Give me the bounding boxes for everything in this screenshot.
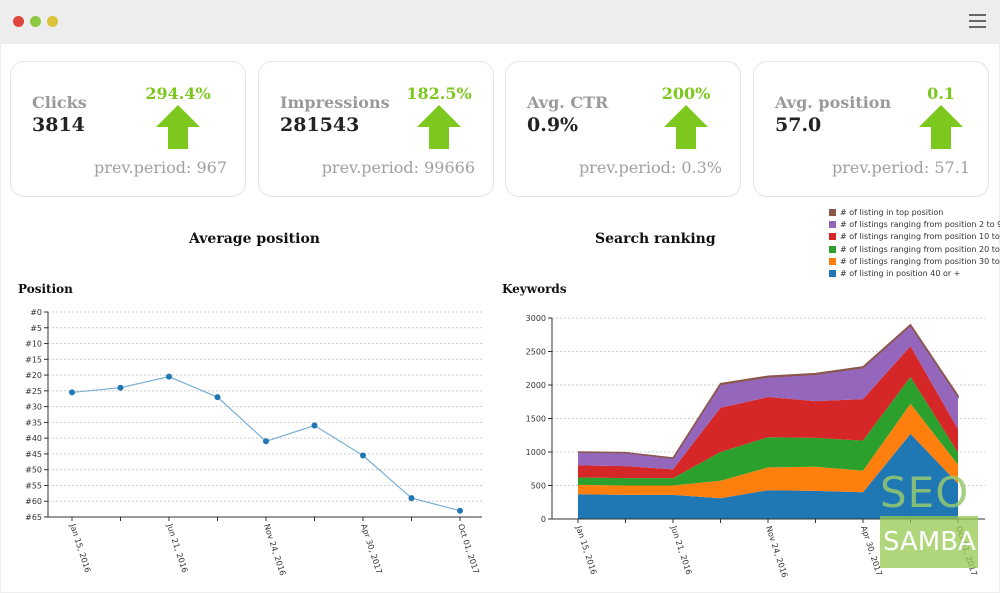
data-point (457, 507, 463, 514)
kpi-card-avg-position: Avg. position 57.0 0.1 prev.period: 57.1 (753, 61, 989, 197)
data-point (166, 373, 172, 380)
kpi-card-clicks: Clicks 3814 294.4% prev.period: 967 (10, 61, 246, 197)
data-point (117, 384, 124, 391)
kpi-change: 200% (661, 84, 711, 103)
y-tick-label: #25 (25, 387, 42, 396)
y-tick-label: 3000 (526, 314, 546, 323)
kpi-card-ctr: Avg. CTR 0.9% 200% prev.period: 0.3% (505, 61, 741, 197)
legend-label: # of listing in position 40 or + (840, 268, 961, 278)
y-tick-label: #20 (25, 371, 42, 380)
kpi-change: 182.5% (406, 84, 472, 103)
y-tick-label: #60 (25, 497, 42, 506)
y-tick-label: #45 (25, 450, 42, 459)
window-titlebar (0, 0, 1000, 44)
kpi-prev-period: prev.period: 0.3% (578, 158, 722, 177)
y-tick-label: #10 (25, 340, 42, 349)
arrow-up-icon (417, 105, 461, 149)
x-tick-label: Nov 24, 2016 (764, 525, 789, 579)
chart-title-search-ranking: Search ranking (595, 231, 716, 247)
area-series-2 (578, 376, 958, 486)
kpi-value: 281543 (280, 114, 360, 136)
kpi-card-impressions: Impressions 281543 182.5% prev.period: 9… (258, 61, 494, 197)
arrow-up-icon (919, 105, 963, 149)
y-axis-title-position: Position (18, 282, 73, 296)
average-position-line-chart: #0 #5 #10 #15 #20 #25 #30 #35 #40 #45 #50 #55 #60 #65… (25, 308, 482, 577)
data-point (263, 438, 269, 445)
y-tick-label: 2500 (526, 348, 546, 357)
y-tick-label: 1000 (526, 448, 546, 457)
legend-label: # of listing in top position (840, 208, 944, 217)
y-tick-label: #40 (25, 434, 42, 443)
chart-title-average-position: Average position (189, 231, 320, 247)
kpi-prev-period: prev.period: 57.1 (831, 158, 970, 177)
area-series-3 (578, 346, 958, 479)
kpi-value: 3814 (32, 114, 85, 136)
legend-swatch (829, 269, 836, 277)
y-tick-label: #65 (25, 513, 42, 522)
legend-item[interactable]: # of listings ranging from position 20 t… (829, 244, 1000, 256)
data-point (408, 495, 415, 502)
legend-item[interactable]: # of listings ranging from position 10 t… (829, 231, 1000, 243)
legend-item[interactable]: # of listing in top position (829, 207, 1000, 219)
legend-swatch (829, 257, 836, 265)
area-series-5 (577, 323, 959, 459)
arrow-up-icon (156, 105, 200, 149)
area-series-0 (578, 433, 958, 519)
x-tick-label: Apr 30, 2017 (359, 523, 384, 575)
x-tick-label: Jun 21, 2016 (669, 524, 694, 576)
minimize-window-button[interactable] (30, 16, 41, 27)
y-tick-label: #55 (25, 481, 42, 490)
x-tick-label: Oct 01, 2017 (456, 523, 481, 575)
kpi-change: 0.1 (927, 84, 955, 103)
kpi-label: Clicks (32, 93, 87, 112)
maximize-window-button[interactable] (47, 16, 58, 27)
close-window-button[interactable] (13, 16, 24, 27)
kpi-label: Avg. position (775, 93, 892, 112)
legend-label: # of listings ranging from position 20 t… (840, 244, 1000, 254)
x-tick-label: Jan 15, 2016 (574, 524, 598, 576)
legend-item[interactable]: # of listings ranging from position 30 t… (829, 256, 1000, 268)
y-tick-label: 1500 (526, 415, 546, 424)
area-series-1 (578, 403, 958, 499)
y-tick-label: #15 (25, 355, 42, 364)
data-point (311, 422, 318, 429)
y-axis-title-keywords: Keywords (502, 282, 567, 296)
legend-item[interactable]: # of listing in position 40 or + (829, 268, 1000, 280)
data-point (69, 389, 75, 396)
y-tick-label: 2000 (526, 381, 546, 390)
y-tick-label: 0 (541, 515, 546, 524)
y-tick-label: #5 (30, 324, 42, 333)
legend-swatch (829, 221, 836, 229)
watermark-seo-text: SEO (880, 468, 970, 517)
legend-label: # of listings ranging from position 2 to… (840, 220, 1000, 230)
hamburger-icon[interactable] (969, 14, 986, 29)
y-tick-label: #35 (25, 418, 42, 427)
x-tick-label: Jan 15, 2016 (68, 522, 92, 574)
legend-swatch (829, 233, 836, 241)
y-tick-label: #0 (30, 308, 42, 317)
arrow-up-icon (664, 105, 708, 149)
kpi-value: 57.0 (775, 114, 822, 136)
kpi-prev-period: prev.period: 99666 (321, 158, 475, 177)
legend-label: # of listings ranging from position 30 t… (840, 256, 1000, 266)
data-point (360, 452, 366, 459)
legend-swatch (829, 209, 836, 216)
kpi-value: 0.9% (527, 114, 579, 136)
legend-item[interactable]: # of listings ranging from position 2 to… (829, 219, 1000, 231)
seo-samba-watermark: SEO SAMBA (880, 470, 978, 568)
y-tick-label: 500 (531, 482, 546, 491)
kpi-prev-period: prev.period: 967 (94, 158, 227, 177)
legend-swatch (829, 245, 836, 253)
kpi-label: Impressions (280, 93, 390, 112)
y-tick-label: #30 (25, 403, 42, 412)
chart-legend: # of listing in top position # of listin… (829, 207, 1000, 280)
kpi-label: Avg. CTR (527, 93, 609, 112)
data-point (214, 394, 221, 401)
kpi-change: 294.4% (145, 84, 211, 103)
x-tick-label: Nov 24, 2016 (262, 523, 287, 577)
y-tick-label: #50 (25, 466, 42, 475)
watermark-samba-text: SAMBA (880, 516, 978, 568)
x-tick-label: Jun 21, 2016 (165, 522, 190, 574)
legend-label: # of listings ranging from position 10 t… (840, 232, 1000, 242)
